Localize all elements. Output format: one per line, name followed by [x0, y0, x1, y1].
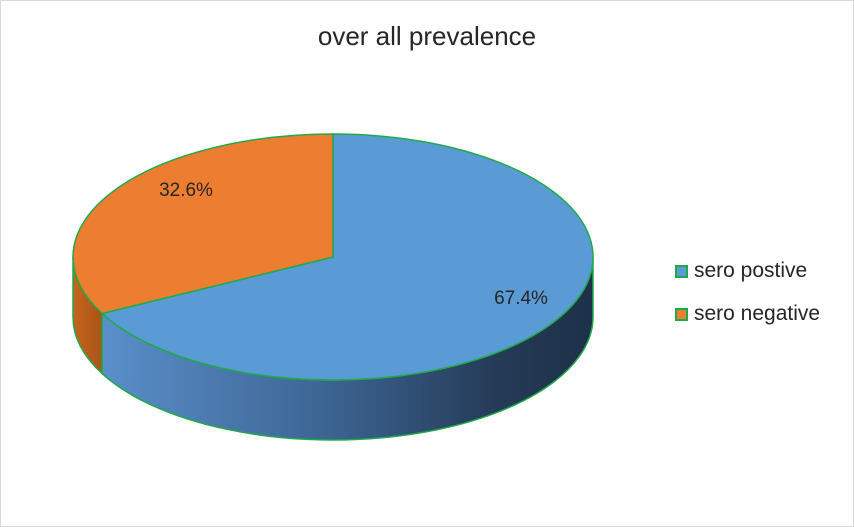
legend-item-sero-postive: sero postive — [675, 257, 820, 285]
legend: sero postive sero negative — [675, 257, 820, 343]
legend-label-sero-postive: sero postive — [694, 259, 808, 282]
data-label-sero-postive: 67.4% — [494, 288, 548, 309]
pie-slice-sero-negative — [72, 133, 334, 315]
data-label-sero-negative: 32.6% — [159, 180, 213, 201]
pie-slice-sero-postive — [100, 133, 594, 381]
legend-label-sero-negative: sero negative — [694, 302, 821, 325]
legend-item-sero-negative: sero negative — [675, 300, 820, 328]
legend-swatch-sero-postive — [675, 264, 688, 278]
chart-title: over all prevalence — [317, 21, 537, 51]
legend-swatch-sero-negative — [675, 307, 688, 321]
